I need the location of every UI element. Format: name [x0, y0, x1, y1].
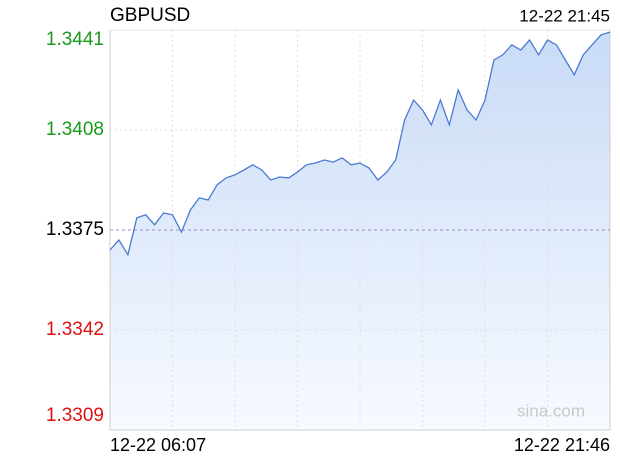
y-tick-label: 1.3408	[46, 119, 104, 140]
price-line	[109, 31, 611, 257]
y-tick-label: 1.3375	[46, 219, 104, 240]
y-tick-label: 1.3309	[46, 405, 104, 426]
x-tick-label: 12-22 06:07	[110, 435, 206, 455]
x-tick-label: 12-22 21:46	[514, 435, 610, 455]
timestamp: 12-22 21:45	[519, 6, 610, 25]
y-tick-label: 1.3342	[46, 319, 104, 340]
watermark: sina.com	[517, 401, 585, 420]
chart-title: GBPUSD	[110, 5, 190, 26]
y-tick-label: 1.3441	[46, 29, 104, 50]
